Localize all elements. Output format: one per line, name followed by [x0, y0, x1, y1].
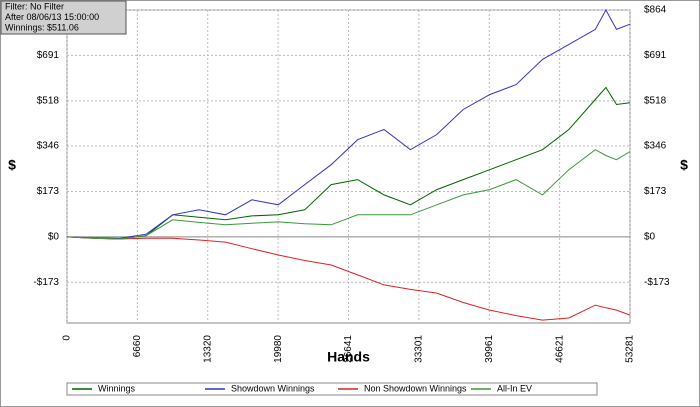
legend-label: Showdown Winnings: [231, 383, 315, 393]
y-tick-label: $691: [37, 50, 60, 61]
info-text: Winnings: $511.06: [5, 22, 79, 32]
y-tick-label: $518: [37, 95, 60, 106]
y-tick-label: $173: [37, 186, 60, 197]
y-tick-label: $0: [48, 232, 60, 243]
y-tick-label-right: $518: [644, 95, 667, 106]
series-line: [66, 8, 631, 239]
legend-label: All-In EV: [497, 383, 532, 393]
x-axis-label: Hands: [327, 349, 370, 365]
y-tick-label-right: -$173: [644, 277, 670, 288]
x-tick-label: 0: [62, 335, 73, 341]
x-tick-label: 39961: [484, 335, 495, 363]
info-box: [0, 0, 127, 35]
x-tick-label: 26641: [343, 335, 354, 363]
info-text: After 08/06/13 15:00:00: [5, 12, 99, 22]
series-line: [66, 149, 631, 240]
y-axis-label-right: $: [680, 157, 688, 173]
x-tick-label: 53281: [625, 335, 636, 363]
x-tick-label: 6660: [132, 335, 143, 358]
y-tick-label-right: $0: [644, 232, 656, 243]
y-tick-label: $346: [37, 141, 60, 152]
y-tick-label-right: $864: [644, 5, 667, 16]
legend: [66, 382, 598, 396]
y-tick-label-right: $691: [644, 50, 667, 61]
series-line: [66, 236, 631, 321]
info-text: Filter: No Filter: [5, 1, 64, 11]
legend-label: Winnings: [98, 383, 136, 393]
y-tick-label: -$173: [33, 277, 59, 288]
y-tick-label-right: $173: [644, 186, 667, 197]
x-tick-label: 13320: [202, 335, 213, 363]
y-tick-label-right: $346: [644, 141, 667, 152]
x-tick-label: 33301: [414, 335, 425, 363]
legend-label: Non Showdown Winnings: [364, 383, 467, 393]
x-tick-label: 46621: [554, 335, 565, 363]
x-tick-label: 19980: [273, 335, 284, 363]
y-axis-label: $: [8, 157, 16, 173]
